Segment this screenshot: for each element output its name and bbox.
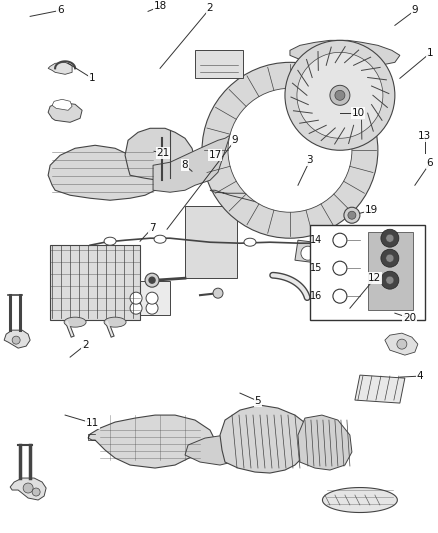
Circle shape <box>381 249 399 267</box>
Circle shape <box>297 52 383 138</box>
Circle shape <box>397 339 407 349</box>
Text: 9: 9 <box>412 5 418 15</box>
Polygon shape <box>385 333 418 355</box>
Circle shape <box>333 233 347 247</box>
Polygon shape <box>88 415 215 468</box>
Text: 2: 2 <box>82 340 88 350</box>
Polygon shape <box>295 240 338 265</box>
Circle shape <box>145 273 159 287</box>
Circle shape <box>333 261 347 275</box>
Text: 15: 15 <box>310 263 322 273</box>
Text: 12: 12 <box>368 273 381 283</box>
Ellipse shape <box>64 317 86 327</box>
Text: 11: 11 <box>85 418 99 428</box>
Ellipse shape <box>334 237 346 245</box>
Text: 13: 13 <box>418 131 431 141</box>
Text: 19: 19 <box>365 205 378 215</box>
Circle shape <box>202 62 378 238</box>
Circle shape <box>344 207 360 223</box>
Bar <box>118 281 170 315</box>
Polygon shape <box>210 190 290 210</box>
Polygon shape <box>125 128 195 180</box>
Ellipse shape <box>244 238 256 246</box>
Polygon shape <box>220 405 310 473</box>
Text: 3: 3 <box>307 155 313 165</box>
Circle shape <box>386 254 394 262</box>
Circle shape <box>146 292 158 304</box>
Circle shape <box>130 292 142 304</box>
Polygon shape <box>48 146 155 200</box>
Polygon shape <box>290 41 400 68</box>
Text: 7: 7 <box>149 223 155 233</box>
Circle shape <box>386 276 394 284</box>
Circle shape <box>285 41 395 150</box>
Polygon shape <box>48 102 82 122</box>
Polygon shape <box>4 330 30 348</box>
Circle shape <box>348 211 356 219</box>
Circle shape <box>381 271 399 289</box>
Polygon shape <box>52 99 72 110</box>
Text: 6: 6 <box>57 5 64 15</box>
Circle shape <box>146 302 158 314</box>
Ellipse shape <box>104 317 126 327</box>
Text: 14: 14 <box>310 235 322 245</box>
Circle shape <box>381 229 399 247</box>
Text: 10: 10 <box>351 108 364 118</box>
Circle shape <box>23 483 33 493</box>
Text: 21: 21 <box>156 148 170 158</box>
Text: 2: 2 <box>207 3 213 13</box>
Bar <box>195 50 243 78</box>
Text: 20: 20 <box>403 313 417 323</box>
Bar <box>368 232 413 310</box>
Circle shape <box>12 336 20 344</box>
Text: 1: 1 <box>89 74 95 83</box>
Text: 16: 16 <box>310 291 322 301</box>
Circle shape <box>335 90 345 100</box>
Circle shape <box>333 289 347 303</box>
Circle shape <box>213 288 223 298</box>
Circle shape <box>386 234 394 242</box>
Circle shape <box>149 277 155 283</box>
Text: 9: 9 <box>232 135 238 146</box>
Circle shape <box>315 246 329 260</box>
Circle shape <box>228 88 352 212</box>
Text: 18: 18 <box>153 2 167 11</box>
Text: 17: 17 <box>208 150 222 160</box>
Polygon shape <box>355 375 405 403</box>
Ellipse shape <box>154 235 166 243</box>
Text: 4: 4 <box>417 371 423 381</box>
Circle shape <box>130 302 142 314</box>
Ellipse shape <box>104 237 116 245</box>
Text: 5: 5 <box>254 396 261 406</box>
Polygon shape <box>10 478 46 500</box>
Polygon shape <box>153 135 230 192</box>
Polygon shape <box>50 245 140 320</box>
Polygon shape <box>322 488 397 513</box>
Circle shape <box>32 488 40 496</box>
Circle shape <box>330 85 350 106</box>
Ellipse shape <box>371 231 385 241</box>
Bar <box>185 206 237 278</box>
Text: 6: 6 <box>427 158 433 168</box>
Text: 8: 8 <box>182 160 188 170</box>
Polygon shape <box>185 435 245 465</box>
Text: 1: 1 <box>427 49 433 58</box>
Circle shape <box>301 246 315 260</box>
Polygon shape <box>48 62 72 74</box>
Bar <box>310 225 425 320</box>
Polygon shape <box>298 415 352 470</box>
